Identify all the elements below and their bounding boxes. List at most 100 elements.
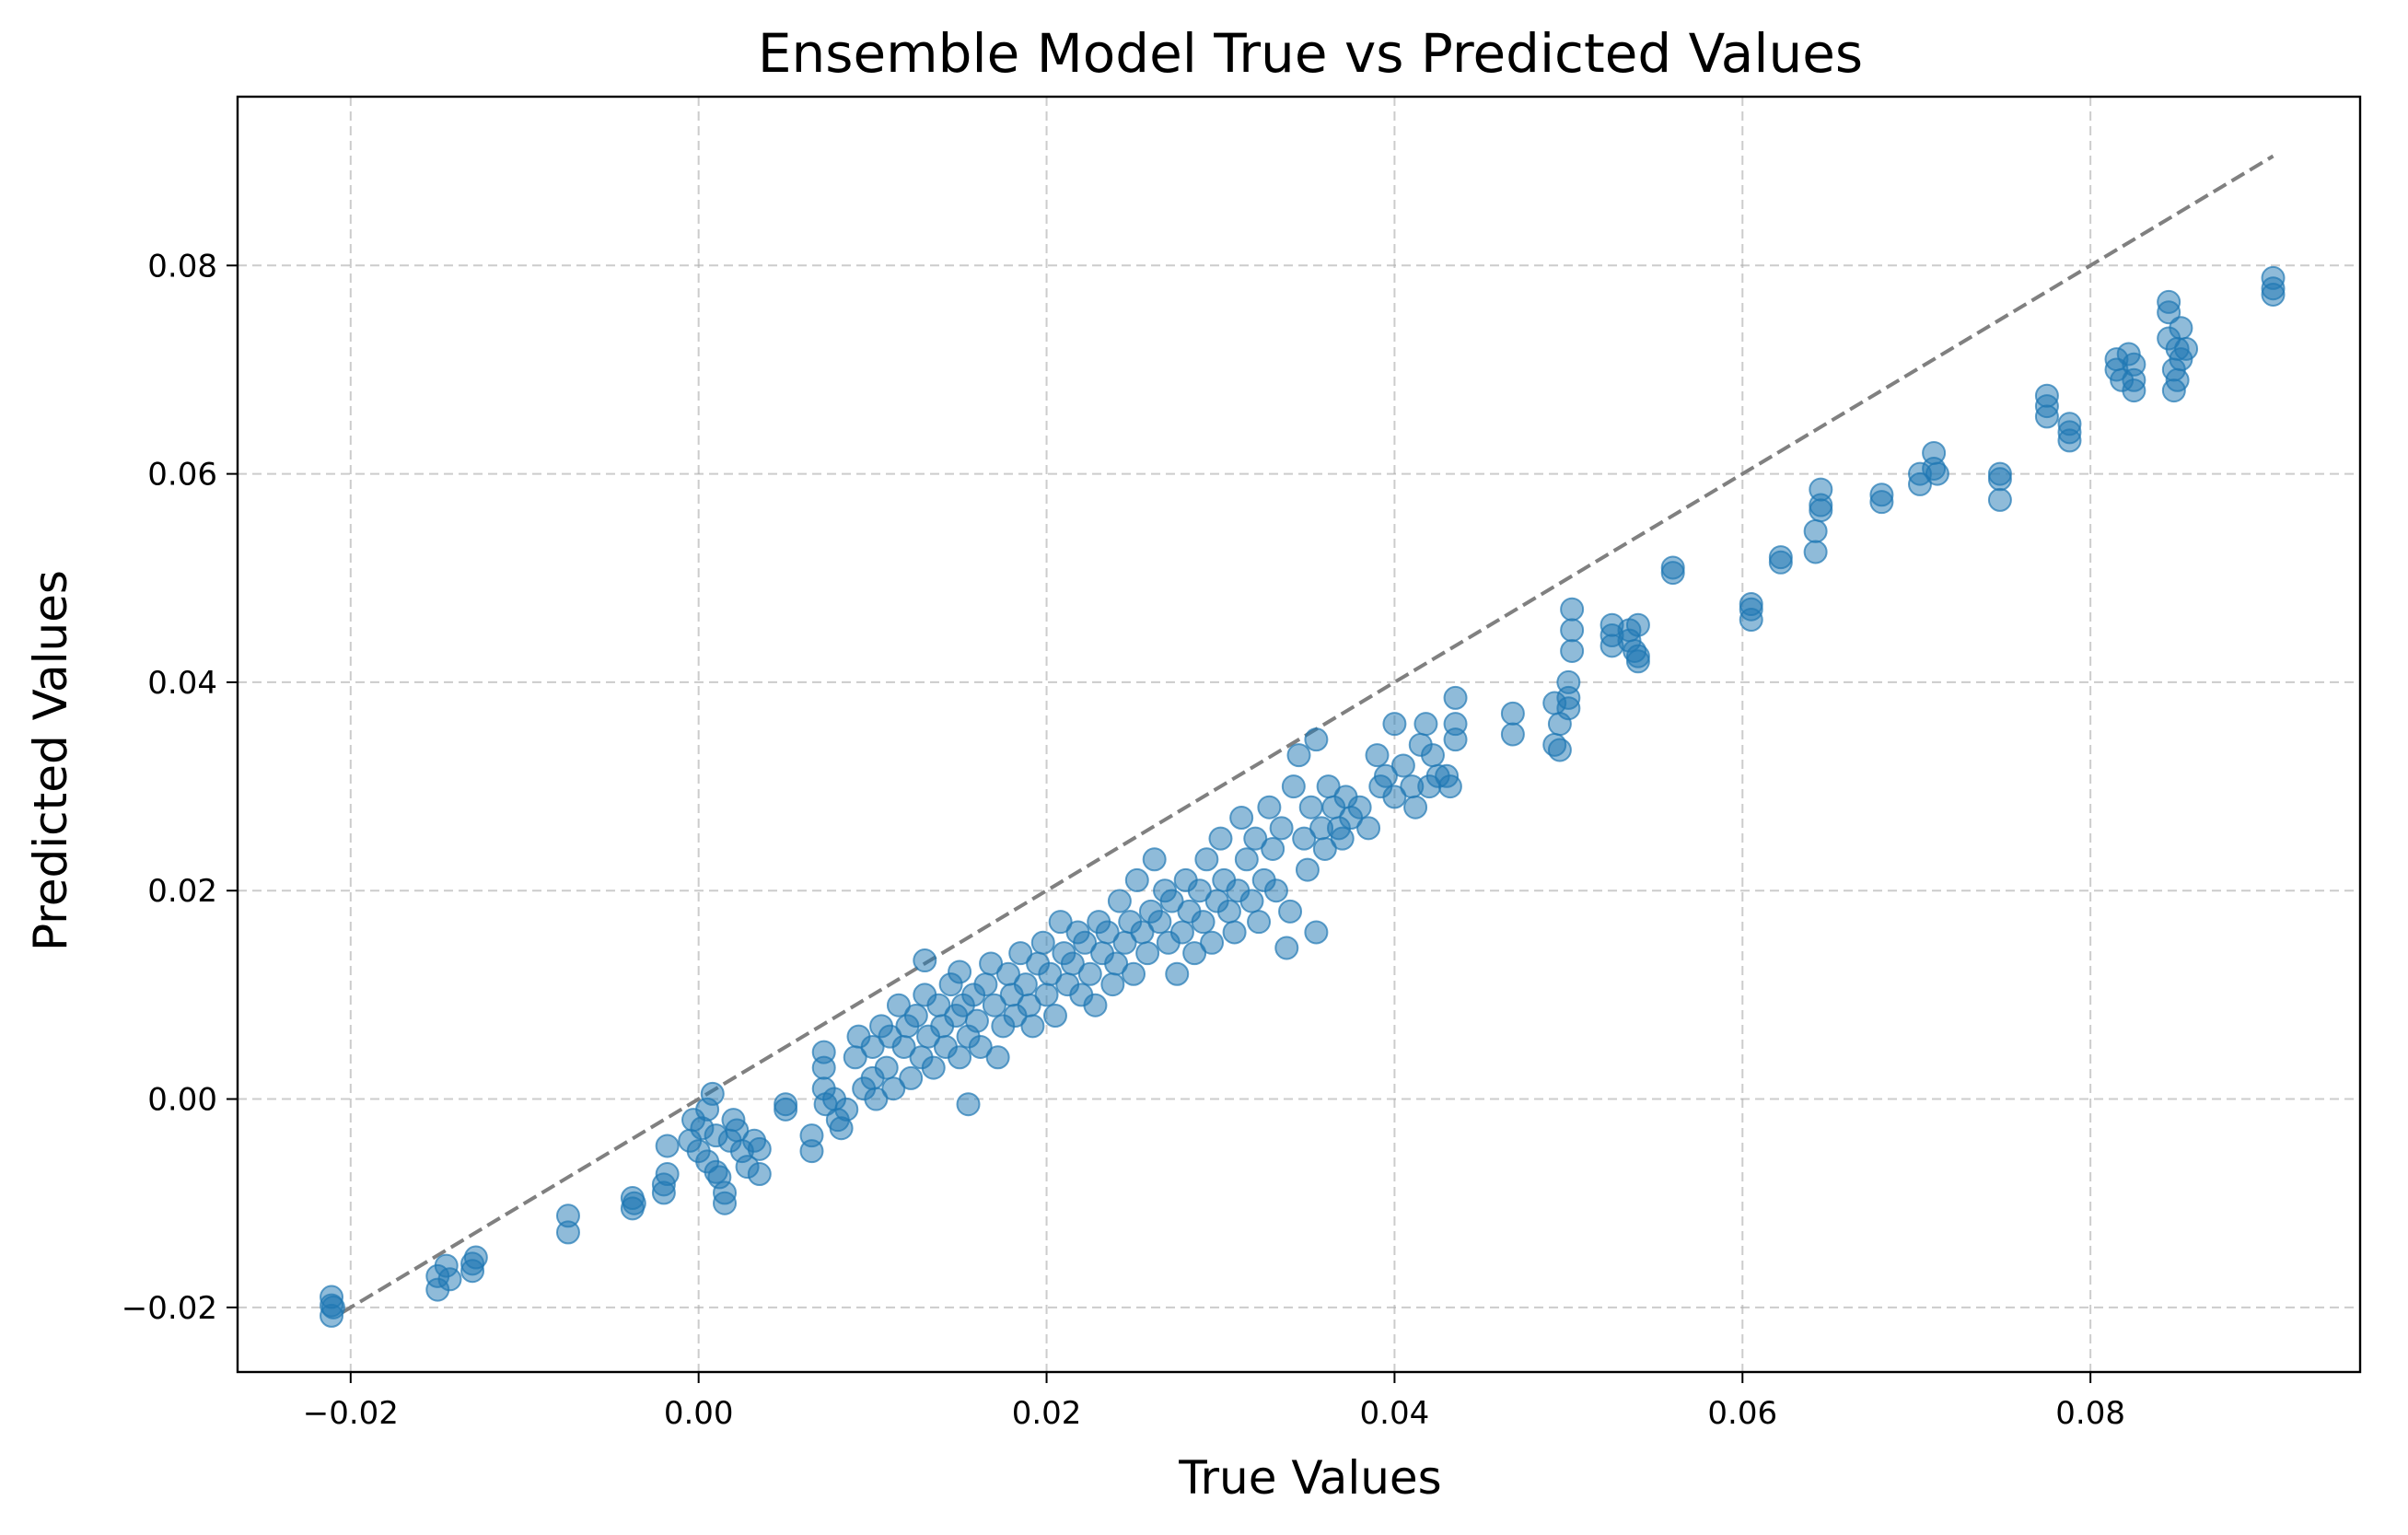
scatter-point [774, 1092, 798, 1117]
scatter-point [1803, 540, 1828, 564]
y-tick-label: −0.02 [122, 1290, 217, 1327]
scatter-point [2122, 367, 2146, 392]
scatter-point [2261, 282, 2286, 307]
y-tick-label: 0.00 [147, 1082, 217, 1119]
scatter-point [1625, 644, 1650, 669]
scatter-point [921, 1055, 946, 1080]
scatter-point [747, 1162, 772, 1187]
scatter-point [1030, 930, 1055, 955]
scatter-point [555, 1204, 580, 1228]
scatter-point [1330, 826, 1355, 851]
scatter-point [982, 993, 1006, 1018]
scatter-point [874, 1055, 899, 1080]
scatter-point [1216, 899, 1241, 924]
scatter-point [1281, 774, 1306, 799]
scatter-point [1298, 795, 1323, 820]
scatter-point [1104, 951, 1129, 976]
scatter-point [463, 1245, 488, 1270]
scatter-point [1347, 795, 1372, 820]
scatter-point [1247, 910, 1272, 935]
scatter-point [1413, 712, 1438, 737]
scatter-point [860, 1034, 885, 1059]
scatter-point [713, 1180, 738, 1205]
scatter-point [948, 1045, 972, 1070]
scatter-point [811, 1055, 836, 1080]
scatter-point [1135, 941, 1160, 966]
scatter-point [834, 1097, 859, 1122]
scatter-point [1060, 951, 1085, 976]
scatter-point [1159, 889, 1184, 913]
scatter-point [1257, 795, 1282, 820]
scatter-point [2169, 316, 2193, 341]
scatter-point [320, 1295, 345, 1320]
scatter-point [948, 959, 972, 984]
x-tick-label: 0.04 [1360, 1395, 1430, 1432]
scatter-point [1142, 847, 1167, 872]
scatter-point [1312, 836, 1337, 861]
scatter-point [956, 1092, 981, 1117]
scatter-point [1292, 826, 1317, 851]
y-tick-label: 0.08 [147, 248, 217, 285]
scatter-point [1147, 910, 1172, 935]
scatter-point [1286, 743, 1311, 768]
scatter-point [1809, 493, 1833, 517]
scatter-point [1274, 936, 1299, 960]
scatter-point [1739, 592, 1763, 617]
scatter-point [700, 1081, 725, 1106]
scatter-point [1042, 1004, 1067, 1029]
scatter-point [1560, 638, 1585, 663]
scatter-point [1187, 878, 1212, 903]
scatter-point [1194, 847, 1219, 872]
scatter-point [1768, 550, 1793, 575]
scatter-point [1122, 961, 1146, 986]
scatter-point [1437, 774, 1462, 799]
scatter-point [1420, 743, 1445, 768]
scatter-point [979, 951, 1004, 976]
scatter-point [1356, 816, 1381, 841]
scatter-point [1243, 826, 1268, 851]
scatter-point [1169, 920, 1194, 945]
scatter-point [1304, 920, 1329, 945]
scatter-point [2057, 428, 2082, 453]
scatter-point [1077, 961, 1102, 986]
scatter-point [1403, 795, 1428, 820]
scatter-point [1239, 889, 1264, 913]
scatter-point [2174, 336, 2199, 361]
scatter-point [1373, 763, 1398, 788]
scatter-point [1907, 471, 1932, 496]
scatter-point [968, 1034, 993, 1059]
chart-title: Ensemble Model True vs Predicted Values [758, 22, 1863, 85]
y-tick-label: 0.04 [147, 665, 217, 702]
scatter-point [799, 1123, 824, 1148]
scatter-point [1034, 983, 1059, 1007]
scatter-points [320, 265, 2286, 1328]
x-tick-label: 0.08 [2055, 1395, 2125, 1432]
plot-frame [236, 95, 2362, 1374]
scatter-point [1095, 920, 1120, 945]
scatter-point [1107, 889, 1132, 913]
scatter-point [1547, 738, 1572, 762]
scatter-point [655, 1134, 680, 1158]
x-axis-label: True Values [1178, 1451, 1441, 1505]
scatter-point [1295, 857, 1320, 882]
scatter-point [1500, 701, 1525, 726]
scatter-point [973, 972, 998, 997]
scatter-point [1263, 878, 1288, 903]
scatter-point [964, 1008, 989, 1033]
y-tick-label: 0.06 [147, 457, 217, 494]
scatter-point [1560, 597, 1585, 622]
scatter-point [1191, 910, 1216, 935]
scatter-point [1390, 753, 1415, 778]
x-tick-label: 0.02 [1012, 1395, 1082, 1432]
scatter-point [1803, 518, 1828, 543]
scatter-point [1222, 920, 1247, 945]
scatter-point [1382, 712, 1407, 737]
scatter-point [651, 1172, 676, 1197]
scatter-point [2157, 300, 2181, 325]
y-axis-ticks: −0.02 0.00 0.02 0.04 0.06 0.08 [122, 248, 238, 1327]
scatter-point [886, 993, 911, 1018]
scatter-point [1100, 972, 1125, 997]
scatter-point [1083, 993, 1108, 1018]
scatter-point [2034, 404, 2059, 429]
x-tick-label: −0.02 [303, 1395, 399, 1432]
